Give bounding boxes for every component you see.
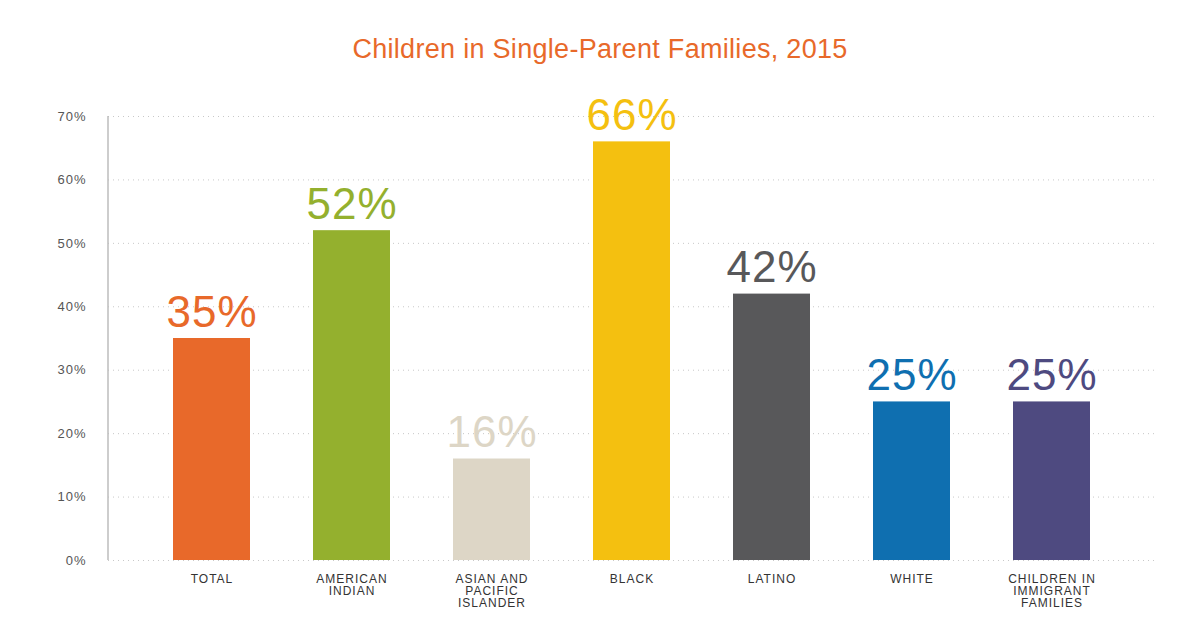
svg-text:66%: 66% <box>586 90 677 139</box>
svg-text:60%: 60% <box>57 172 86 187</box>
svg-text:50%: 50% <box>57 236 86 251</box>
svg-text:16%: 16% <box>446 407 537 456</box>
svg-text:0%: 0% <box>66 553 87 568</box>
svg-text:42%: 42% <box>726 242 817 291</box>
svg-text:52%: 52% <box>306 179 397 228</box>
svg-text:25%: 25% <box>866 350 957 399</box>
svg-text:LATINO: LATINO <box>748 572 796 586</box>
svg-text:WHITE: WHITE <box>890 572 934 586</box>
svg-text:35%: 35% <box>166 287 257 336</box>
svg-text:ASIAN ANDPACIFICISLANDER: ASIAN ANDPACIFICISLANDER <box>455 572 528 610</box>
svg-text:25%: 25% <box>1006 350 1097 399</box>
svg-text:30%: 30% <box>57 362 86 377</box>
svg-text:70%: 70% <box>57 109 86 124</box>
svg-text:CHILDREN INIMMIGRANTFAMILIES: CHILDREN INIMMIGRANTFAMILIES <box>1008 572 1096 610</box>
svg-text:TOTAL: TOTAL <box>191 572 234 586</box>
svg-text:10%: 10% <box>57 489 86 504</box>
html-text:Children in Single-Parent Fami: Children in Single-Parent Families, 2015 <box>352 34 848 64</box>
svg-text:AMERICANINDIAN: AMERICANINDIAN <box>316 572 387 598</box>
svg-text:BLACK: BLACK <box>610 572 654 586</box>
svg-text:40%: 40% <box>57 299 86 314</box>
svg-text:20%: 20% <box>57 426 86 441</box>
